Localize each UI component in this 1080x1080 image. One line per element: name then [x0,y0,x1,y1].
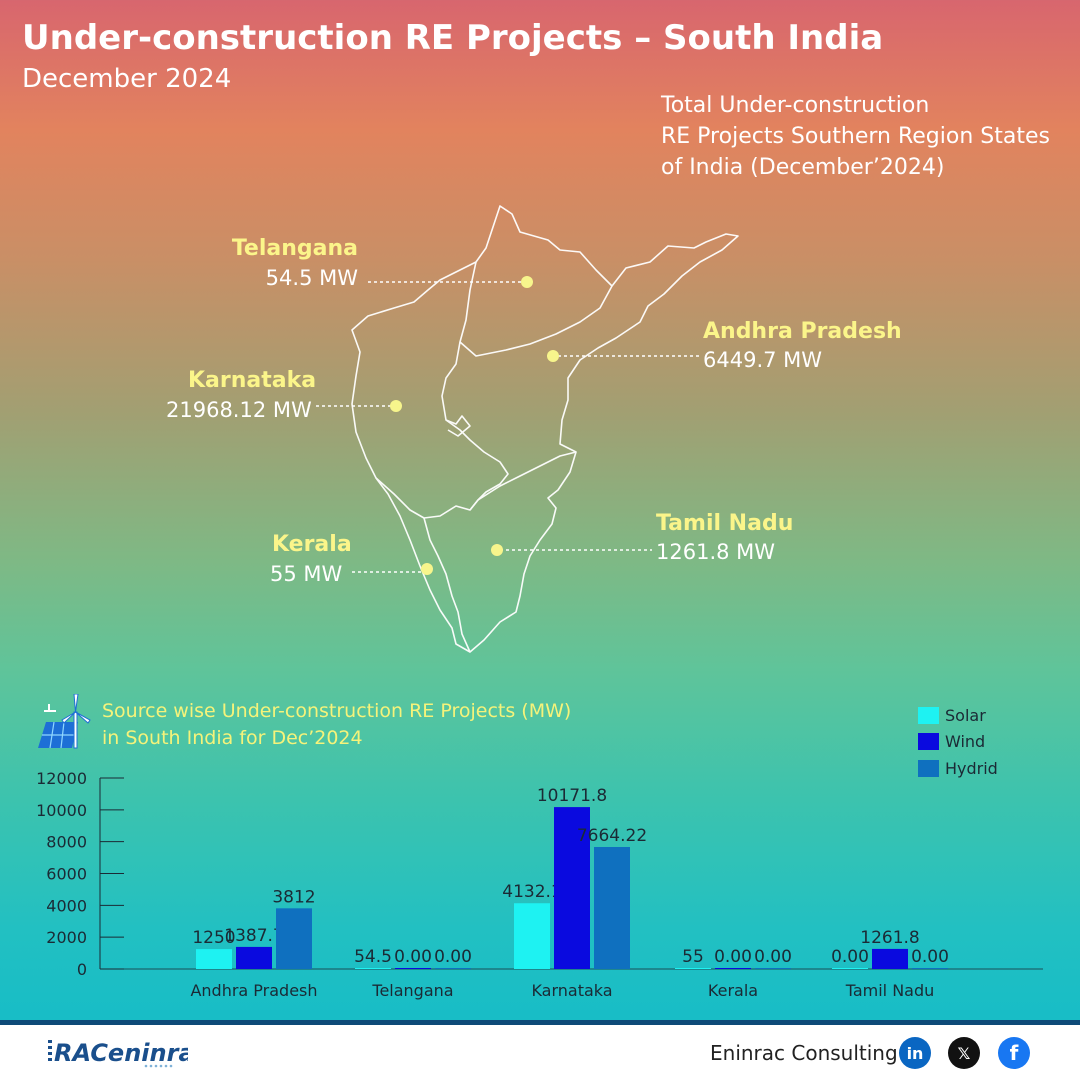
legend-swatch-solar [918,706,939,724]
state-value-tamil-nadu: 1261.8 MW [656,540,776,564]
bar-wind [236,946,272,969]
bar-solar [355,968,391,969]
state-name-kerala: Kerala [272,532,352,557]
x-tick-label: Tamil Nadu [845,981,935,1000]
y-tick-label: 2000 [46,928,87,947]
data-label: 55 [682,947,704,967]
bar-wind [554,807,590,969]
state-name-andhra-pradesh: Andhra Pradesh [703,319,902,344]
marker-telangana [521,276,533,288]
y-tick-label: 6000 [46,865,87,884]
south-india-map [0,0,1080,700]
map-title: Total Under-construction RE Projects Sou… [661,90,1080,183]
chart-heading: Source wise Under-construction RE Projec… [102,698,571,752]
eninrac-logo: RACeninrac [48,1039,188,1068]
chart-legend: Solar Wind Hydrid [918,702,998,782]
data-label: 54.5 [354,947,392,967]
map-state-boundary [423,517,471,653]
bar-solar [196,949,232,969]
legend-label: Wind [945,732,986,752]
map-state-boundary [441,341,509,511]
x-tick-label: Andhra Pradesh [190,981,317,1000]
map-title-line: Total Under-construction [661,93,930,118]
x-tick-label: Kerala [708,981,758,1000]
page-title: Under-construction RE Projects – South I… [22,18,884,58]
y-tick-label: 12000 [36,769,87,788]
map-state-boundary [459,261,613,357]
svg-text:RACeninrac: RACeninrac [54,1039,188,1067]
marker-andhra-pradesh [547,350,559,362]
map-outer-boundary [351,205,739,653]
page-subtitle: December 2024 [22,64,232,94]
data-label: 7664.22 [577,826,647,846]
data-label: 10171.8 [537,786,607,806]
bar-wind [395,968,431,969]
data-label: 1387.7 [224,926,283,946]
x-tick-label: Telangana [371,981,453,1000]
linkedin-glyph: in [906,1043,924,1063]
marker-kerala [421,563,433,575]
chart-heading-line: in South India for Dec’2024 [102,727,363,749]
bar-solar [832,968,868,969]
x-glyph: 𝕏 [957,1043,971,1063]
state-value-kerala: 55 MW [270,562,343,586]
legend-swatch-hydrid [918,759,939,777]
state-value-andhra-pradesh: 6449.7 MW [703,348,823,372]
data-label: 1261.8 [860,928,919,948]
bar-hydrid [435,968,471,969]
legend-label: Hydrid [945,758,998,778]
state-value-karnataka: 21968.12 MW [166,398,312,422]
map-markers [390,276,559,575]
y-tick-label: 0 [77,960,87,979]
bar-solar [514,903,550,969]
data-label: 0.00 [394,947,432,967]
bar-wind [872,948,908,969]
data-label: 3812 [272,887,315,907]
data-label: 0.00 [714,947,752,967]
state-name-telangana: Telangana [231,236,358,261]
data-label: 0.00 [831,947,869,967]
legend-item-hydrid: Hydrid [918,755,998,782]
x-icon[interactable]: 𝕏 [948,1037,980,1069]
map-state-boundary [445,415,471,437]
map-title-line: RE Projects Southern Region States [661,124,1050,149]
legend-item-wind: Wind [918,729,998,756]
bar-hydrid [912,968,948,969]
state-name-tamil-nadu: Tamil Nadu [656,511,794,536]
marker-karnataka [390,400,402,412]
data-label: 0.00 [911,947,949,967]
bar-wind [715,968,751,969]
bar-hydrid [594,847,630,969]
solar-wind-icon [38,694,91,749]
legend-label: Solar [945,705,986,725]
linkedin-icon[interactable]: in [899,1037,931,1069]
chart-heading-line: Source wise Under-construction RE Projec… [102,700,572,722]
data-label: 4132.1 [502,882,561,902]
brand-name: Eninrac Consulting [710,1041,898,1065]
map-title-line: of India (December’2024) [661,155,945,180]
y-tick-label: 8000 [46,833,87,852]
legend-swatch-wind [918,733,939,751]
data-label: 0.00 [434,947,472,967]
bar-hydrid [276,908,312,969]
legend-item-solar: Solar [918,702,998,729]
bar-hydrid [755,968,791,969]
facebook-icon[interactable]: f [998,1037,1030,1069]
data-label: 0.00 [754,947,792,967]
map-state-boundary [375,451,577,519]
facebook-glyph: f [1009,1041,1019,1065]
state-value-telangana: 54.5 MW [265,266,358,290]
bar-solar [675,968,711,969]
x-tick-label: Karnataka [531,981,612,1000]
state-name-karnataka: Karnataka [188,368,317,393]
marker-tamil-nadu [491,544,503,556]
y-tick-label: 4000 [46,896,87,915]
y-tick-label: 10000 [36,801,87,820]
data-label: 1250 [192,928,235,948]
